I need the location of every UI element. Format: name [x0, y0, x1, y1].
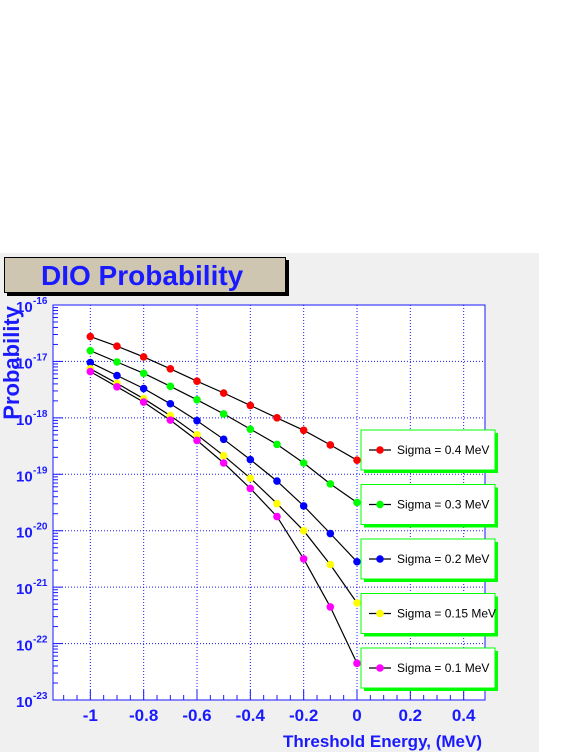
data-point — [219, 459, 228, 467]
data-point — [299, 502, 308, 510]
y-tick-label-exponent: -23 — [33, 691, 48, 702]
data-point — [139, 369, 148, 378]
x-tick-label: 0.4 — [452, 706, 476, 725]
data-point — [273, 477, 281, 485]
data-point — [353, 659, 361, 668]
legend-label: Sigma = 0.15 MeV — [397, 607, 496, 621]
data-point — [113, 358, 121, 366]
data-point — [353, 498, 361, 507]
y-tick-label-base: 10 — [16, 581, 33, 598]
data-point — [86, 367, 95, 376]
data-point — [86, 346, 95, 355]
data-point — [299, 426, 308, 435]
data-point — [246, 474, 255, 483]
data-point — [193, 396, 201, 404]
legend-label: Sigma = 0.2 MeV — [397, 552, 489, 566]
data-point — [219, 410, 228, 418]
y-tick-label-base: 10 — [16, 299, 33, 316]
data-point — [299, 459, 308, 467]
data-point — [246, 484, 255, 493]
x-tick-label: -0.8 — [129, 706, 158, 725]
y-tick-label-base: 10 — [16, 468, 33, 485]
y-tick-label-exponent: -18 — [33, 409, 48, 420]
y-tick-label-base: 10 — [16, 412, 33, 429]
legend-label: Sigma = 0.4 MeV — [397, 443, 489, 457]
data-point — [139, 353, 148, 361]
x-tick-label: -0.4 — [236, 706, 266, 725]
x-tick-label: -0.2 — [289, 706, 318, 725]
y-tick-label-base: 10 — [16, 525, 33, 542]
legend-marker — [376, 609, 384, 618]
data-point — [166, 399, 175, 408]
data-point — [246, 455, 255, 464]
data-point — [353, 456, 361, 464]
legend-label: Sigma = 0.1 MeV — [397, 661, 489, 675]
data-point — [299, 555, 308, 563]
data-point — [326, 529, 335, 538]
data-point — [219, 435, 228, 444]
data-point — [353, 557, 361, 566]
data-point — [219, 389, 228, 397]
y-tick-label-exponent: -21 — [33, 578, 48, 589]
data-point — [113, 383, 121, 391]
legend-box — [360, 647, 496, 689]
y-tick-label-base: 10 — [16, 638, 33, 655]
y-axis-title: Probability — [0, 305, 24, 419]
data-point — [113, 342, 121, 350]
data-point — [139, 384, 148, 393]
data-point — [273, 499, 281, 508]
legend-marker — [376, 500, 384, 509]
y-tick-label-exponent: -17 — [33, 352, 48, 363]
data-point — [326, 441, 335, 449]
legend-marker — [376, 555, 384, 563]
y-tick-label-exponent: -16 — [33, 296, 48, 307]
data-point — [273, 440, 281, 449]
data-point — [193, 416, 201, 425]
y-tick-label-base: 10 — [16, 355, 33, 372]
y-tick-label-exponent: -19 — [33, 465, 48, 476]
data-point — [86, 358, 95, 367]
y-tick-label-exponent: -20 — [33, 522, 48, 533]
data-point — [113, 371, 121, 380]
legend-marker — [376, 664, 384, 672]
data-point — [193, 377, 201, 385]
legend-marker — [376, 446, 384, 454]
y-tick-label-exponent: -22 — [33, 635, 48, 646]
x-axis-title: Threshold Energy, (MeV) — [283, 732, 482, 751]
chart-title-box: DIO Probability — [4, 257, 286, 293]
data-point — [193, 430, 201, 439]
chart-title: DIO Probability — [41, 260, 244, 291]
x-tick-label: -0.6 — [182, 706, 211, 725]
x-tick-label: -1 — [83, 706, 98, 725]
x-tick-label: 0 — [352, 706, 361, 725]
data-point — [273, 512, 281, 521]
data-point — [166, 382, 175, 391]
data-point — [166, 364, 175, 373]
legend-label: Sigma = 0.3 MeV — [397, 498, 489, 512]
x-tick-label: 0.2 — [399, 706, 423, 725]
data-point — [326, 560, 335, 569]
data-point — [193, 436, 201, 445]
data-point — [219, 451, 228, 460]
data-point — [273, 414, 281, 422]
data-point — [246, 425, 255, 433]
data-point — [353, 599, 361, 607]
data-point — [86, 332, 95, 341]
legend-box — [360, 593, 496, 634]
data-point — [166, 416, 175, 424]
y-tick-label-base: 10 — [16, 694, 33, 711]
data-point — [326, 480, 335, 488]
data-point — [299, 526, 308, 535]
data-point — [246, 401, 255, 410]
data-point — [139, 398, 148, 406]
data-point — [326, 603, 335, 611]
